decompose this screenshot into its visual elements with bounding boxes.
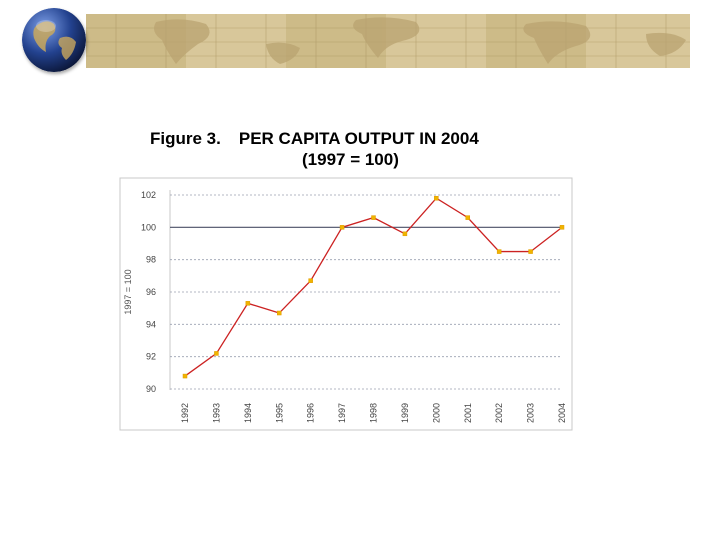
y-tick-label: 98 bbox=[146, 255, 156, 265]
data-point bbox=[434, 195, 439, 201]
x-tick-label: 1993 bbox=[211, 403, 221, 423]
x-tick-label: 2004 bbox=[557, 403, 567, 423]
x-tick-label: 1997 bbox=[337, 403, 347, 423]
y-tick-label: 100 bbox=[141, 222, 156, 232]
data-point bbox=[182, 373, 188, 379]
title-line-1: PER CAPITA OUTPUT IN 2004 bbox=[238, 129, 479, 148]
x-tick-label: 1992 bbox=[180, 403, 190, 423]
data-point bbox=[277, 310, 282, 316]
chart-frame bbox=[119, 177, 573, 431]
data-point bbox=[465, 215, 470, 220]
title-line-2: (1997 = 100) bbox=[302, 150, 399, 169]
x-tick-label: 1998 bbox=[369, 403, 379, 423]
series-line bbox=[184, 197, 563, 377]
x-tick-label: 1994 bbox=[243, 403, 253, 423]
data-point bbox=[245, 301, 251, 306]
y-tick-label: 96 bbox=[146, 287, 156, 297]
y-tick-label: 90 bbox=[146, 384, 156, 394]
globe-icon bbox=[22, 8, 86, 72]
data-point bbox=[339, 225, 345, 230]
data-point bbox=[559, 225, 565, 230]
y-tick-label: 102 bbox=[141, 190, 156, 200]
world-map-banner bbox=[86, 14, 690, 68]
x-tick-label: 2001 bbox=[463, 403, 473, 423]
figure-number: Figure 3. bbox=[150, 129, 221, 148]
x-tick-label: 1995 bbox=[274, 403, 284, 423]
x-tick-label: 2000 bbox=[431, 403, 441, 423]
data-point bbox=[214, 351, 219, 356]
data-point bbox=[308, 278, 313, 283]
x-tick-label: 2003 bbox=[526, 403, 536, 423]
x-tick-label: 2002 bbox=[494, 403, 504, 423]
y-tick-label: 94 bbox=[146, 319, 156, 329]
x-tick-label: 1996 bbox=[306, 403, 316, 423]
data-point bbox=[496, 249, 502, 254]
y-axis-label: 1997 = 100 bbox=[123, 269, 133, 314]
map-lines-icon bbox=[86, 14, 690, 68]
data-point bbox=[402, 231, 408, 237]
x-tick-label: 1999 bbox=[400, 403, 410, 423]
data-point bbox=[528, 249, 533, 254]
figure-title: Figure 3. PER CAPITA OUTPUT IN 2004 (1997… bbox=[150, 128, 570, 170]
data-point bbox=[371, 215, 376, 220]
y-tick-label: 92 bbox=[146, 352, 156, 362]
